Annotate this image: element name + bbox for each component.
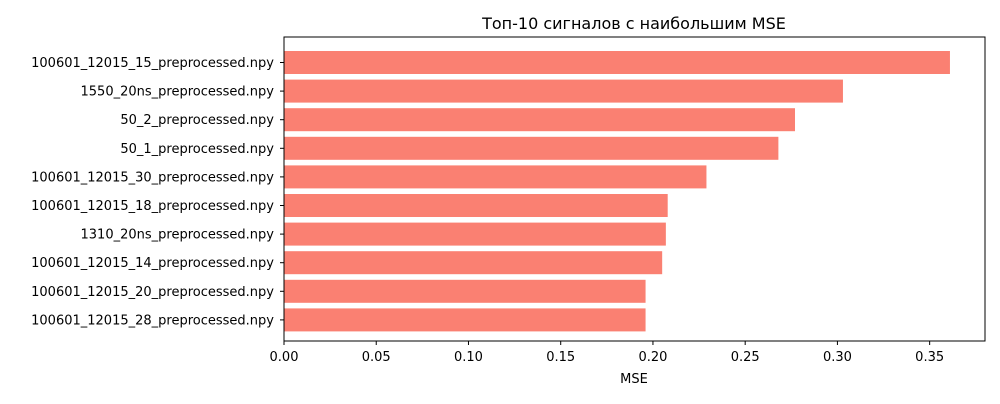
y-tick-label: 100601_12015_30_preprocessed.npy — [31, 170, 274, 185]
y-tick-label: 100601_12015_15_preprocessed.npy — [31, 56, 274, 71]
x-tick-label: 0.10 — [454, 350, 483, 365]
x-axis-label: MSE — [620, 372, 648, 387]
y-tick-label: 100601_12015_20_preprocessed.npy — [31, 285, 274, 300]
x-tick-label: 0.15 — [546, 350, 575, 365]
y-tick-label: 50_1_preprocessed.npy — [120, 142, 274, 157]
bar-1 — [284, 51, 950, 74]
y-tick-label: 100601_12015_28_preprocessed.npy — [31, 313, 274, 328]
x-tick-label: 0.20 — [638, 350, 667, 365]
bar-9 — [284, 279, 646, 303]
bar-8 — [284, 251, 663, 275]
chart-title: Топ-10 сигналов с наибольшим MSE — [481, 14, 786, 33]
bar-6 — [284, 194, 668, 217]
plot-frame — [283, 36, 986, 342]
y-tick-label: 100601_12015_14_preprocessed.npy — [31, 256, 274, 271]
y-tick-label: 1550_20ns_preprocessed.npy — [81, 85, 275, 100]
x-tick-label: 0.00 — [270, 350, 299, 365]
bar-10 — [284, 308, 646, 332]
y-axis-ticks: 100601_12015_15_preprocessed.npy 1550_20n… — [31, 56, 284, 328]
x-tick-label: 0.25 — [731, 350, 760, 365]
y-tick-label: 100601_12015_18_preprocessed.npy — [31, 199, 274, 214]
bar-4 — [284, 136, 779, 160]
bar-2 — [284, 79, 843, 103]
y-tick-label: 1310_20ns_preprocessed.npy — [81, 228, 275, 243]
bar-3 — [284, 108, 795, 132]
bar-7 — [284, 222, 666, 246]
x-axis-ticks: 0.00 0.05 0.10 0.15 0.20 0.25 0.30 0.35 — [270, 341, 944, 365]
x-tick-label: 0.05 — [362, 350, 391, 365]
bar-5 — [284, 165, 707, 189]
x-tick-label: 0.30 — [823, 350, 852, 365]
x-tick-label: 0.35 — [915, 350, 944, 365]
y-tick-label: 50_2_preprocessed.npy — [120, 113, 274, 128]
bars-group — [284, 51, 950, 332]
